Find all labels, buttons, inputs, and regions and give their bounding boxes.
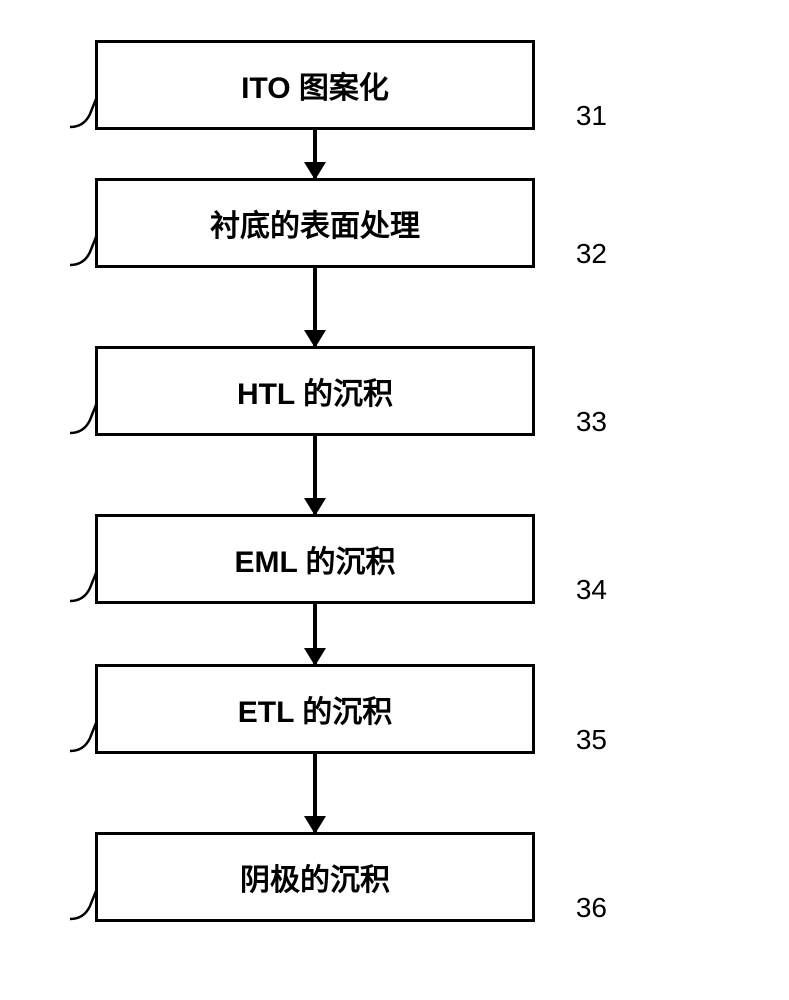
- label-connector: [70, 718, 98, 753]
- step-text: HTL 的沉积: [237, 369, 393, 413]
- arrow-container: [95, 754, 535, 832]
- flow-arrow: [313, 436, 317, 514]
- flowchart-container: ITO 图案化 31 衬底的表面处理 32 HTL 的沉积 33 EML 的沉积…: [95, 40, 625, 922]
- arrow-container: [95, 604, 535, 664]
- label-connector: [70, 232, 98, 267]
- step-label: 36: [576, 892, 607, 924]
- step-text: ITO 图案化: [241, 63, 389, 107]
- flow-arrow: [313, 604, 317, 664]
- step-text: EML 的沉积: [234, 537, 395, 581]
- step-text: 阴极的沉积: [240, 855, 390, 899]
- flow-arrow: [313, 268, 317, 346]
- step-text: 衬底的表面处理: [210, 201, 420, 245]
- step-label: 32: [576, 238, 607, 270]
- arrow-container: [95, 130, 535, 178]
- flowchart-step: 衬底的表面处理 32: [95, 178, 535, 268]
- step-label: 35: [576, 724, 607, 756]
- flowchart-step: EML 的沉积 34: [95, 514, 535, 604]
- flow-arrow: [313, 130, 317, 178]
- flowchart-step: ITO 图案化 31: [95, 40, 535, 130]
- flowchart-step: ETL 的沉积 35: [95, 664, 535, 754]
- flowchart-step: 阴极的沉积 36: [95, 832, 535, 922]
- flowchart-step: HTL 的沉积 33: [95, 346, 535, 436]
- label-connector: [70, 568, 98, 603]
- label-connector: [70, 94, 98, 129]
- step-text: ETL 的沉积: [238, 687, 392, 731]
- flow-arrow: [313, 754, 317, 832]
- step-label: 34: [576, 574, 607, 606]
- label-connector: [70, 886, 98, 921]
- step-label: 31: [576, 100, 607, 132]
- arrow-container: [95, 436, 535, 514]
- label-connector: [70, 400, 98, 435]
- step-label: 33: [576, 406, 607, 438]
- arrow-container: [95, 268, 535, 346]
